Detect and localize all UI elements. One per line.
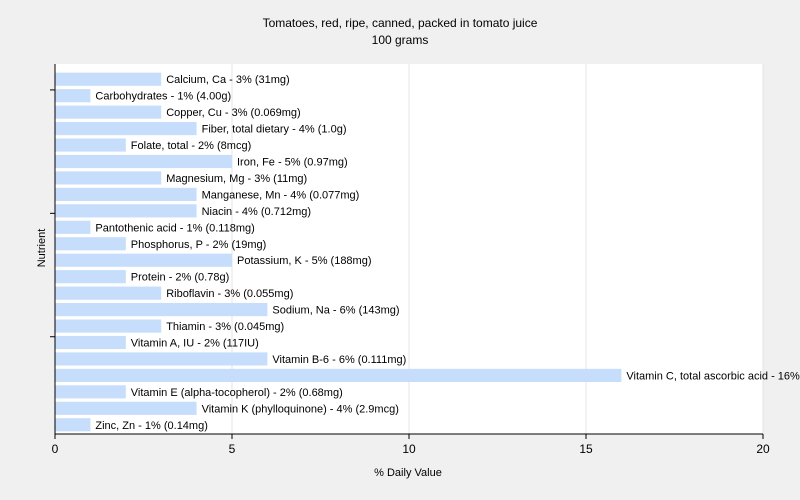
x-tick-label: 15 [579,442,593,456]
bar-label: Vitamin B-6 - 6% (0.111mg) [272,354,406,366]
bar-label: Potassium, K - 5% (188mg) [237,255,372,267]
bar-label: Zinc, Zn - 1% (0.14mg) [95,420,207,432]
bar-label: Magnesium, Mg - 3% (11mg) [166,173,307,185]
bar [55,286,162,300]
bar [55,105,162,119]
bar-label: Niacin - 4% (0.712mg) [202,206,311,218]
x-axis-title: % Daily Value [374,467,442,479]
bar [55,237,126,251]
bars [55,72,622,432]
y-axis-title: Nutrient [36,229,48,268]
bar [55,319,162,333]
bar-label: Sodium, Na - 6% (143mg) [272,305,399,317]
bar-label: Vitamin K (phylloquinone) - 4% (2.9mcg) [202,403,399,415]
bar-label: Vitamin A, IU - 2% (117IU) [131,338,259,350]
bar-label: Carbohydrates - 1% (4.00g) [95,91,231,103]
bar-label: Phosphorus, P - 2% (19mg) [131,239,267,251]
bar-label: Pantothenic acid - 1% (0.118mg) [95,222,254,234]
bar [55,352,268,366]
bar [55,401,197,415]
bar-label: Vitamin E (alpha-tocopherol) - 2% (0.68m… [131,387,343,399]
bar [55,122,197,136]
bar [55,154,232,169]
bar [55,270,126,284]
bar [55,72,162,86]
bar-label: Vitamin C, total ascorbic acid - 16% (9.… [626,370,800,382]
bar-label: Protein - 2% (0.78g) [131,272,229,284]
x-tick-label: 5 [229,442,236,456]
bar [55,171,162,185]
chart-subtitle: 100 grams [372,33,429,47]
axes: 0 5 10 15 20 [50,64,770,456]
bar-labels: Calcium, Ca - 3% (31mg) Carbohydrates - 1… [95,74,800,432]
bar-label: Calcium, Ca - 3% (31mg) [166,74,289,86]
chart-title: Tomatoes, red, ripe, canned, packed in t… [263,16,538,30]
bar [55,187,197,201]
bar [55,138,126,152]
bar [55,368,622,382]
bar [55,385,126,399]
x-tick-label: 20 [756,442,770,456]
bar [55,335,126,350]
bar-label: Fiber, total dietary - 4% (1.0g) [202,124,347,136]
bar-label: Copper, Cu - 3% (0.069mg) [166,107,301,119]
bar-label: Manganese, Mn - 4% (0.077mg) [202,189,360,201]
bar-label: Iron, Fe - 5% (0.97mg) [237,157,348,169]
bar-label: Folate, total - 2% (8mcg) [131,140,251,152]
bar [55,89,91,103]
bar [55,418,91,432]
bar [55,220,91,234]
bar [55,204,197,218]
bar-label: Thiamin - 3% (0.045mg) [166,321,284,333]
bar [55,303,268,317]
x-tick-label: 0 [52,442,59,456]
bar-label: Riboflavin - 3% (0.055mg) [166,288,293,300]
bar [55,253,232,267]
x-tick-label: 10 [402,442,416,456]
